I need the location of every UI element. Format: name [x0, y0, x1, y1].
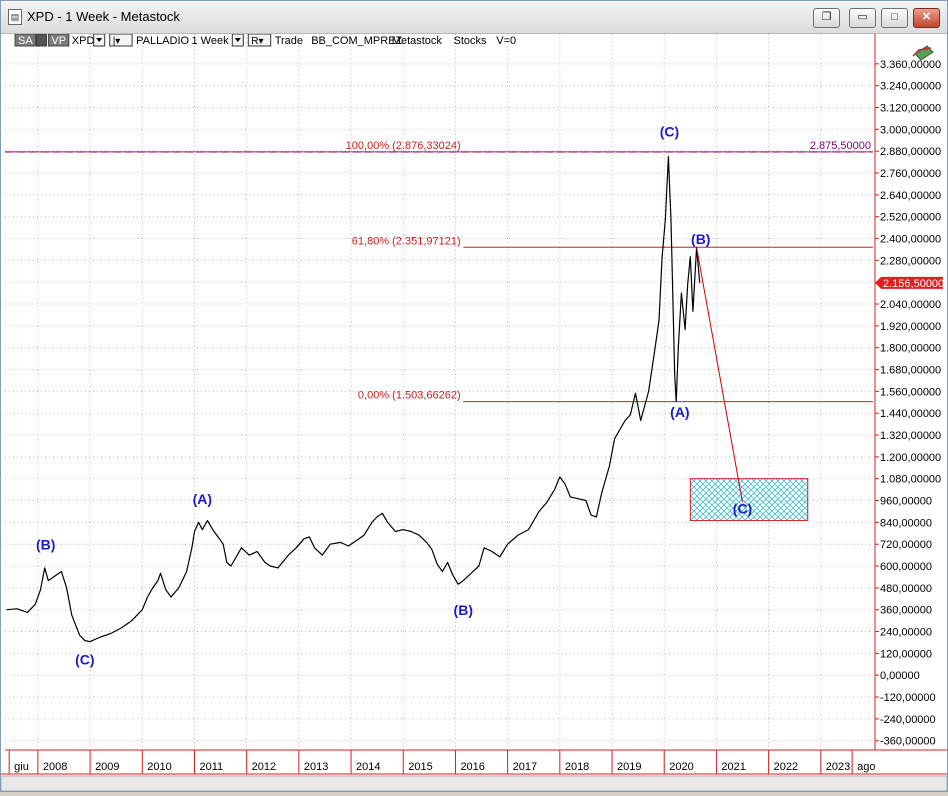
- y-tick-label: 2.520,00000: [880, 212, 941, 224]
- wave-label: (A): [670, 404, 689, 420]
- wave-label: (C): [75, 651, 94, 667]
- close-button[interactable]: ✕: [913, 8, 940, 28]
- title-bar[interactable]: ▤ XPD - 1 Week - Metastock ❐ ▭ □ ✕: [1, 1, 947, 34]
- chevron-glyph: [96, 38, 103, 42]
- fib-level-label: 100,00% (2.876,33024): [346, 140, 461, 152]
- y-tick-label: 3.000,00000: [880, 124, 941, 136]
- x-tick-label: 2012: [252, 761, 276, 773]
- wave-label: (B): [691, 231, 710, 247]
- x-tick-label: ago: [857, 761, 875, 773]
- toolbar-button-label[interactable]: VP: [51, 35, 66, 47]
- y-tick-label: 0,00000: [880, 670, 920, 682]
- x-tick-label: 2018: [565, 761, 589, 773]
- y-tick-label: 1.080,00000: [880, 474, 941, 486]
- x-tick-label: 2016: [460, 761, 484, 773]
- price-chart[interactable]: 3.360,00000 3.240,00000 3.120,00000 3.000,0…: [0, 33, 948, 792]
- wave-label: (C): [660, 124, 679, 140]
- x-tick-label: 2020: [669, 761, 693, 773]
- x-tick-label: 2010: [147, 761, 171, 773]
- y-tick-label: 1.200,00000: [880, 452, 941, 464]
- y-tick-label: 1.440,00000: [880, 408, 941, 420]
- y-tick-label: 2.760,00000: [880, 168, 941, 180]
- y-tick-label: 1.320,00000: [880, 430, 941, 442]
- toolbar-box-label[interactable]: |▾: [113, 36, 121, 47]
- x-tick-label: 2017: [513, 761, 537, 773]
- maximize-button[interactable]: □: [881, 8, 908, 28]
- window-title: XPD - 1 Week - Metastock: [27, 9, 180, 24]
- y-tick-label: 2.280,00000: [880, 255, 941, 267]
- y-tick-label: 3.240,00000: [880, 81, 941, 93]
- y-tick-label: 2.880,00000: [880, 146, 941, 158]
- toolbar-button-bg[interactable]: [47, 33, 70, 47]
- high-value-label: 2.875,50000: [810, 140, 871, 152]
- wave-label: (B): [36, 537, 55, 553]
- y-tick-label: 840,00000: [880, 517, 932, 529]
- projection-line: [696, 247, 744, 503]
- chart-area[interactable]: 3.360,00000 3.240,00000 3.120,00000 3.000,0…: [0, 33, 948, 792]
- toolbar-item-label[interactable]: Stocks: [454, 35, 488, 47]
- toolbar-item-label[interactable]: PALLADIO: [136, 35, 189, 47]
- y-tick-label: 3.360,00000: [880, 59, 941, 71]
- y-tick-label: 120,00000: [880, 648, 932, 660]
- y-tick-label: 2.040,00000: [880, 299, 941, 311]
- y-tick-label: 1.800,00000: [880, 343, 941, 355]
- y-tick-label: 240,00000: [880, 627, 932, 639]
- fib-level-label: 61,80% (2.351,97121): [352, 235, 461, 247]
- x-tick-label: 2022: [774, 761, 798, 773]
- restore-icon[interactable]: ❐: [813, 8, 840, 28]
- last-price-marker: 2.156,50000: [875, 276, 944, 290]
- fib-level-label: 0,00% (1.503,66262): [358, 390, 461, 402]
- x-tick-label: 2015: [408, 761, 432, 773]
- toolbar-button-bg[interactable]: [14, 33, 36, 47]
- wave-label: (B): [454, 602, 473, 618]
- y-tick-label: -240,00000: [880, 714, 936, 726]
- y-tick-label: 600,00000: [880, 561, 932, 573]
- toolbar-box-bg[interactable]: [247, 33, 272, 47]
- toolbar-box-label[interactable]: R▾: [251, 36, 263, 47]
- y-tick-label: -120,00000: [880, 692, 936, 704]
- horizontal-scrollbar[interactable]: [0, 775, 948, 792]
- wave-label: (C): [733, 500, 752, 516]
- drawing-tools-icon[interactable]: [912, 45, 934, 61]
- y-tick-label: 480,00000: [880, 583, 932, 595]
- y-tick-label: 720,00000: [880, 539, 932, 551]
- y-tick-label: 360,00000: [880, 605, 932, 617]
- last-price-label: 2.156,50000: [883, 278, 944, 290]
- x-tick-label: giu: [14, 761, 29, 773]
- price-line: [6, 156, 701, 643]
- toolbar-item-label[interactable]: BB_COM_MPREZ: [311, 35, 402, 47]
- y-tick-label: 1.920,00000: [880, 321, 941, 333]
- wave-label: (A): [193, 491, 212, 507]
- chevron-down-icon[interactable]: [35, 33, 47, 47]
- minimize-button[interactable]: ▭: [849, 8, 876, 28]
- toolbar-button-label[interactable]: SA: [18, 35, 33, 47]
- y-tick-label: 2.640,00000: [880, 190, 941, 202]
- x-tick-label: 2019: [617, 761, 641, 773]
- toolbar-box-bg[interactable]: [109, 33, 133, 47]
- x-tick-label: 2014: [356, 761, 380, 773]
- y-tick-label: 1.680,00000: [880, 365, 941, 377]
- y-tick-label: 1.560,00000: [880, 386, 941, 398]
- chevron-glyph: [234, 38, 241, 42]
- toolbar-item-label[interactable]: V=0: [496, 35, 516, 47]
- toolbar-item-label[interactable]: Trade: [275, 35, 303, 47]
- toolbar-item-label[interactable]: 1 Week: [192, 35, 230, 47]
- y-tick-label: 3.120,00000: [880, 103, 941, 115]
- x-tick-label: 2009: [95, 761, 119, 773]
- chart-document-icon: ▤: [8, 9, 22, 25]
- toolbar-item-label[interactable]: XPD: [72, 35, 95, 47]
- y-tick-label: 960,00000: [880, 496, 932, 508]
- toolbar-item-label[interactable]: Metastock: [392, 35, 443, 47]
- x-tick-label: 2023: [826, 761, 850, 773]
- y-tick-label: 2.400,00000: [880, 234, 941, 246]
- x-tick-label: 2011: [199, 761, 223, 773]
- x-tick-label: 2008: [43, 761, 67, 773]
- y-tick-label: -360,00000: [880, 736, 936, 748]
- target-zone: [689, 478, 809, 522]
- x-tick-label: 2013: [304, 761, 328, 773]
- x-tick-label: 2021: [721, 761, 745, 773]
